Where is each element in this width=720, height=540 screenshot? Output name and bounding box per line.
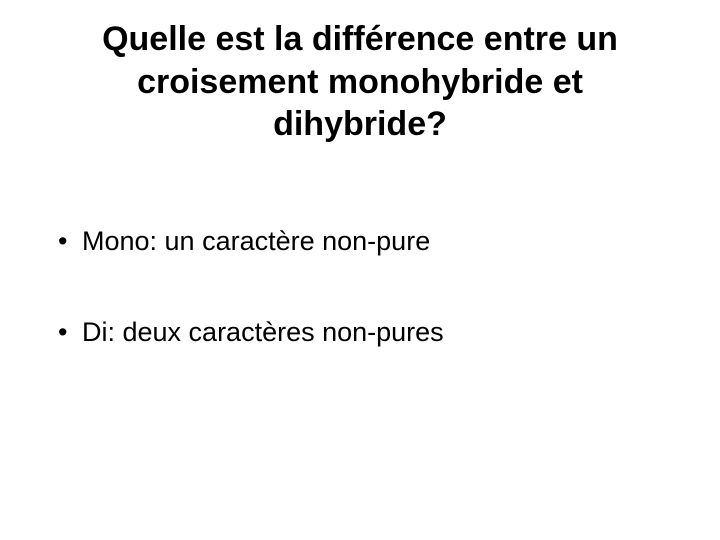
bullet-text: Mono: un caractère non-pure (82, 226, 430, 256)
list-item: Di: deux caractères non-pures (58, 315, 680, 350)
list-item: Mono: un caractère non-pure (58, 224, 680, 259)
bullet-text: Di: deux caractères non-pures (82, 317, 444, 347)
slide-title: Quelle est la différence entre un croise… (40, 18, 680, 146)
slide-container: Quelle est la différence entre un croise… (0, 0, 720, 540)
bullet-list: Mono: un caractère non-pure Di: deux car… (40, 224, 680, 350)
